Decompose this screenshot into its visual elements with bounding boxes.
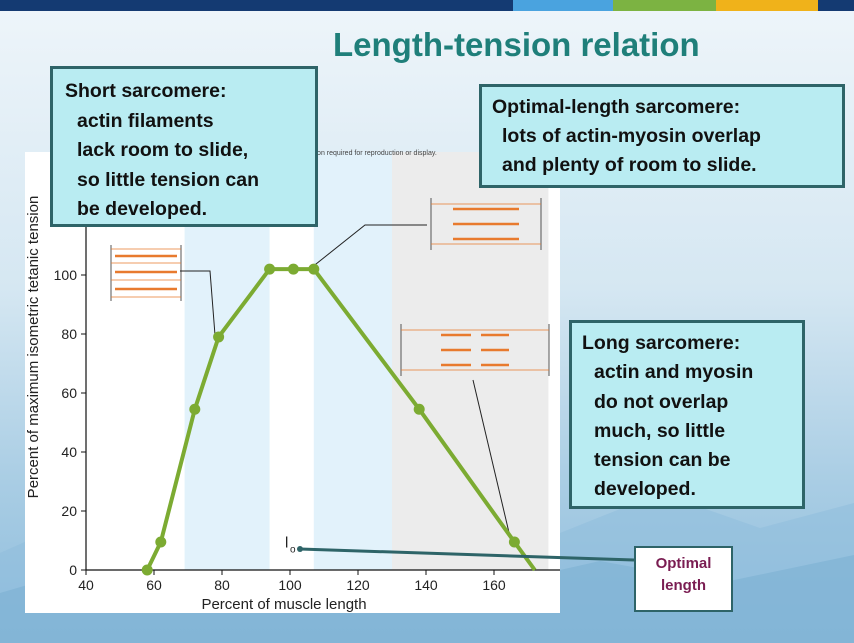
callout-line: so little tension can (77, 168, 260, 191)
length-tension-chart: 0 20 40 60 80 100 40 60 80 100 120 140 160 Percent of… (25, 152, 560, 613)
callout-leader-lines (180, 224, 512, 542)
callout-line: actin filaments (77, 109, 214, 132)
callout-line: do not overlap (594, 390, 729, 413)
x-tick-label: 160 (482, 577, 506, 593)
sarcomere-long (400, 324, 550, 376)
x-tick-label: 60 (146, 577, 162, 593)
callout-line: tension can be (594, 449, 731, 472)
data-point (141, 564, 153, 576)
chart-axes: 0 20 40 60 80 100 40 60 80 100 120 140 160 Percent of… (25, 152, 560, 613)
y-tick-label: 60 (61, 385, 77, 401)
x-tick-label: 140 (414, 577, 438, 593)
optimal-label-line: length (661, 577, 706, 594)
top-bar-segment (513, 0, 613, 11)
optimal-length-symbol: l (285, 534, 288, 551)
top-bar-segment (200, 0, 300, 11)
top-bar-segment (716, 0, 818, 11)
top-bar-segment (613, 0, 716, 11)
top-bar-segment (300, 0, 400, 11)
sarcomere-diagrams (110, 198, 550, 376)
callout-line: Long sarcomere: (582, 332, 741, 354)
y-tick-label: 80 (61, 326, 77, 342)
data-point (264, 263, 276, 275)
data-point (189, 403, 201, 415)
top-bar-segment (100, 0, 200, 11)
long-sarcomere-callout: Long sarcomere: actin and myosin do not … (569, 320, 805, 509)
top-color-bar (0, 0, 854, 11)
figure-note: sion required for reproduction or displa… (312, 150, 437, 157)
top-bar-segment (818, 0, 854, 11)
sarcomere-short (110, 245, 182, 301)
callout-line: lots of actin-myosin overlap (502, 125, 761, 147)
callout-line: much, so little (594, 419, 726, 442)
x-tick-label: 120 (346, 577, 370, 593)
optimal-length-label: Optimal length (634, 546, 733, 612)
optimal-label-line: Optimal (655, 555, 712, 572)
top-bar-segment (0, 0, 100, 11)
region-bands (184, 152, 549, 570)
callout-line: lack room to slide, (77, 139, 249, 161)
data-point (413, 403, 425, 415)
tension-line (145, 267, 537, 572)
data-point (308, 263, 320, 275)
y-tick-label: 40 (61, 444, 77, 460)
region-band (392, 152, 549, 570)
slide-title: Length-tension relation (333, 26, 700, 63)
optimal-length-subscript: o (290, 544, 296, 555)
region-band (313, 152, 392, 570)
callout-line: actin and myosin (594, 361, 754, 384)
top-bar-segment (400, 0, 513, 11)
callout-line: and plenty of room to slide. (502, 154, 757, 176)
x-axis-title: Percent of muscle length (201, 596, 366, 613)
sarcomere-optimal (430, 198, 542, 250)
data-point (213, 331, 225, 343)
y-axis-title: Percent of maximum isometric tetanic ten… (25, 196, 42, 499)
data-point (155, 536, 167, 548)
optimal-sarcomere-callout: Optimal-length sarcomere: lots of actin-… (479, 84, 845, 188)
x-tick-label: 80 (214, 577, 230, 593)
x-tick-label: 40 (78, 577, 94, 593)
callout-line: be developed. (77, 198, 208, 220)
chart-series (141, 263, 537, 576)
chart-panel: 0 20 40 60 80 100 40 60 80 100 120 140 160 Percent of… (25, 152, 560, 613)
data-point (508, 536, 520, 548)
y-tick-label: 100 (54, 267, 78, 283)
short-sarcomere-callout: Short sarcomere: actin filaments lack ro… (50, 66, 318, 227)
callout-line: Optimal-length sarcomere: (492, 96, 741, 118)
callout-line: developed. (594, 478, 696, 501)
callout-line: Short sarcomere: (65, 80, 227, 102)
y-tick-label: 0 (69, 562, 77, 578)
data-point (287, 263, 299, 275)
y-tick-label: 20 (61, 503, 77, 519)
x-tick-label: 100 (278, 577, 302, 593)
